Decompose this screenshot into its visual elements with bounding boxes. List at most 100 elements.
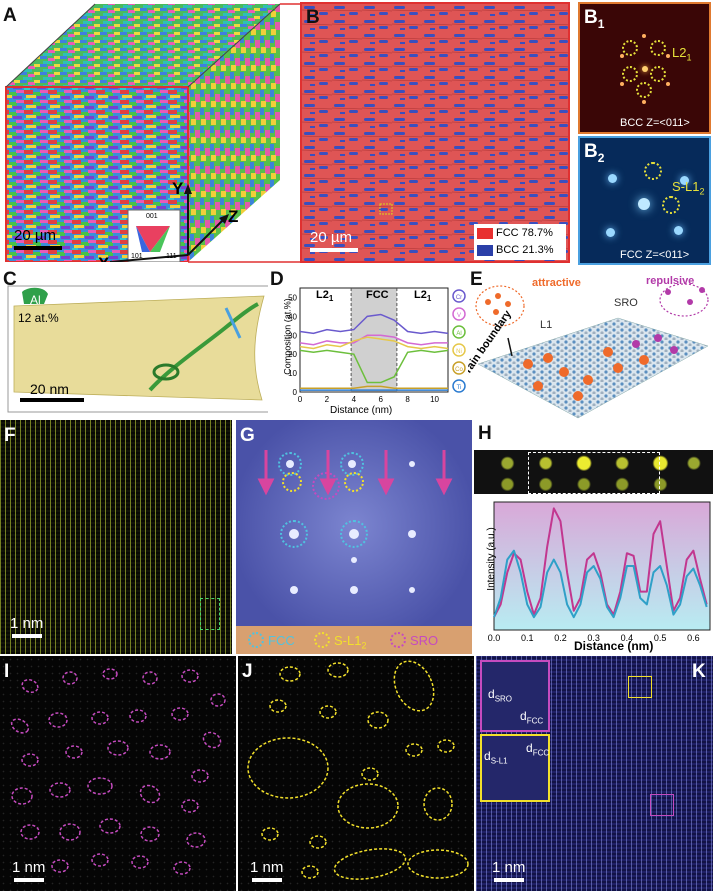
d-series-co (300, 385, 448, 389)
diffraction-spot (606, 228, 615, 237)
legend-bcc-swatch (477, 245, 493, 256)
h-ylabel: Intensity (a.u.) (486, 527, 497, 591)
d-legend-marker (452, 307, 466, 321)
axis-z-label: Z (228, 207, 239, 226)
legend-fcc-label: FCC 78.7% (496, 227, 553, 239)
diffraction-spot (642, 66, 648, 72)
cluster-ellipse (20, 824, 40, 840)
d-ytick: 0 (293, 388, 298, 397)
fft-sl12-ring (282, 472, 302, 492)
panel-b1: B1 L21 BCC Z=<011> (578, 2, 711, 134)
cluster-ellipse (319, 705, 337, 719)
diffraction-spot (638, 198, 650, 210)
panel-j-label: J (242, 661, 253, 682)
axis-y-label: Y (172, 179, 184, 198)
hrtem-lattice (0, 420, 232, 654)
panel-a-scale-text: 20 µm (14, 227, 56, 244)
d-legend-marker (452, 325, 466, 339)
cluster-ellipse (51, 859, 69, 873)
cluster-ellipse (279, 666, 301, 682)
cluster-ellipse (129, 709, 147, 723)
cluster-ellipse (142, 671, 158, 685)
e-l1-label: L1 (540, 319, 553, 331)
k-yellow-box (628, 676, 652, 698)
panel-a-label: A (3, 5, 17, 26)
diffraction-spot (620, 82, 624, 86)
d-series-v (299, 334, 448, 346)
cluster-ellipse (140, 826, 160, 842)
d-series-cr (299, 313, 449, 335)
panel-d: D 0 2 4 6 8 10 0 10 20 30 40 50 Cr V Al Ni Co Ti Composit… (268, 268, 468, 418)
d-xtick: 10 (430, 395, 439, 404)
h-xtick: 0.0 (488, 633, 501, 643)
panel-h-label-outside: H (478, 423, 492, 444)
cluster-ellipse (437, 739, 455, 753)
panel-g: G FCC S-L12 SRO (236, 420, 472, 654)
ipf-111-label: 111 (166, 253, 177, 260)
cluster-ellipse (149, 744, 171, 760)
cluster-ellipse (186, 832, 206, 848)
k-d-sl12: dS-L1 (484, 749, 508, 766)
panel-j-scale-bar (252, 878, 282, 882)
cluster-ellipse (48, 712, 68, 728)
h-xtick: 0.4 (621, 633, 634, 643)
k-magenta-box (650, 794, 674, 816)
legend-sro-text: SRO (410, 633, 439, 648)
d-legend-marker (452, 289, 466, 303)
intensity-chart: 0.0 0.1 0.2 0.3 0.4 0.5 0.6 (488, 501, 711, 643)
panel-a: A 20 µm X Y Z 001 101 111 (0, 0, 297, 262)
phase-legend: FCC 78.7% BCC 21.3% (474, 224, 566, 260)
d-xtick: 4 (352, 395, 357, 404)
d-region-l21-left: L21 (316, 289, 334, 304)
panel-e: E attractive repulsive SRO L1 Grain boun… (468, 268, 713, 448)
cluster-ellipse (247, 737, 329, 799)
d-ytick: 20 (288, 350, 297, 359)
fft-sl12-ring (344, 472, 364, 492)
panel-c: C Al 12 at.% 20 nm (0, 268, 285, 416)
cluster-ellipse (405, 743, 423, 757)
cluster-ellipse (210, 693, 226, 707)
cluster-ellipse (10, 718, 30, 734)
panel-b-scale-text: 20 µm (310, 229, 352, 246)
b1-zone-label: BCC Z=<011> (620, 117, 690, 129)
cluster-ellipse (11, 787, 33, 805)
d-xlabel: Distance (nm) (330, 405, 393, 416)
cluster-ellipse (21, 678, 39, 694)
k-d-fcc: dFCC (520, 709, 544, 726)
cluster-ellipse (361, 767, 379, 781)
d-legend-al: Al (456, 331, 461, 337)
diffraction-spot (642, 100, 646, 104)
ebsd-cube-figure (5, 3, 281, 262)
d-ytick: 50 (288, 293, 297, 302)
sl12-ring (644, 162, 662, 180)
panel-j-scale-text: 1 nm (250, 859, 284, 876)
d-ytick: 10 (288, 369, 297, 378)
cluster-ellipse (107, 740, 129, 756)
d-series-ni (299, 336, 449, 350)
cluster-ellipse (87, 777, 113, 795)
e-sro-label: SRO (614, 297, 638, 309)
h-series-1 (493, 549, 708, 619)
cluster-ellipse (62, 671, 78, 685)
l21-ring (636, 82, 652, 98)
j-noise (238, 656, 474, 891)
h-xtick: 0.1 (521, 633, 534, 643)
axis-x-label: X (98, 255, 109, 262)
panel-b-scale-bar (310, 248, 358, 252)
panel-c-scale-bar (20, 398, 84, 402)
cluster-ellipse (49, 782, 71, 798)
cluster-ellipse (309, 835, 327, 849)
fft-arrows (257, 450, 453, 594)
sl12-ellipse-map (247, 660, 469, 880)
h-xlabel: Distance (nm) (574, 639, 654, 653)
cluster-ellipse (327, 662, 349, 678)
panel-i-scale-text: 1 nm (12, 859, 46, 876)
h-selection-box (528, 452, 660, 494)
cluster-ellipse (202, 731, 222, 749)
h-xtick: 0.5 (654, 633, 667, 643)
b1-spot-label: L21 (672, 45, 692, 63)
d-legend-marker (452, 343, 466, 357)
diffraction-spot (642, 34, 646, 38)
h-atom-columns (474, 450, 713, 494)
diffraction-spot (608, 174, 617, 183)
